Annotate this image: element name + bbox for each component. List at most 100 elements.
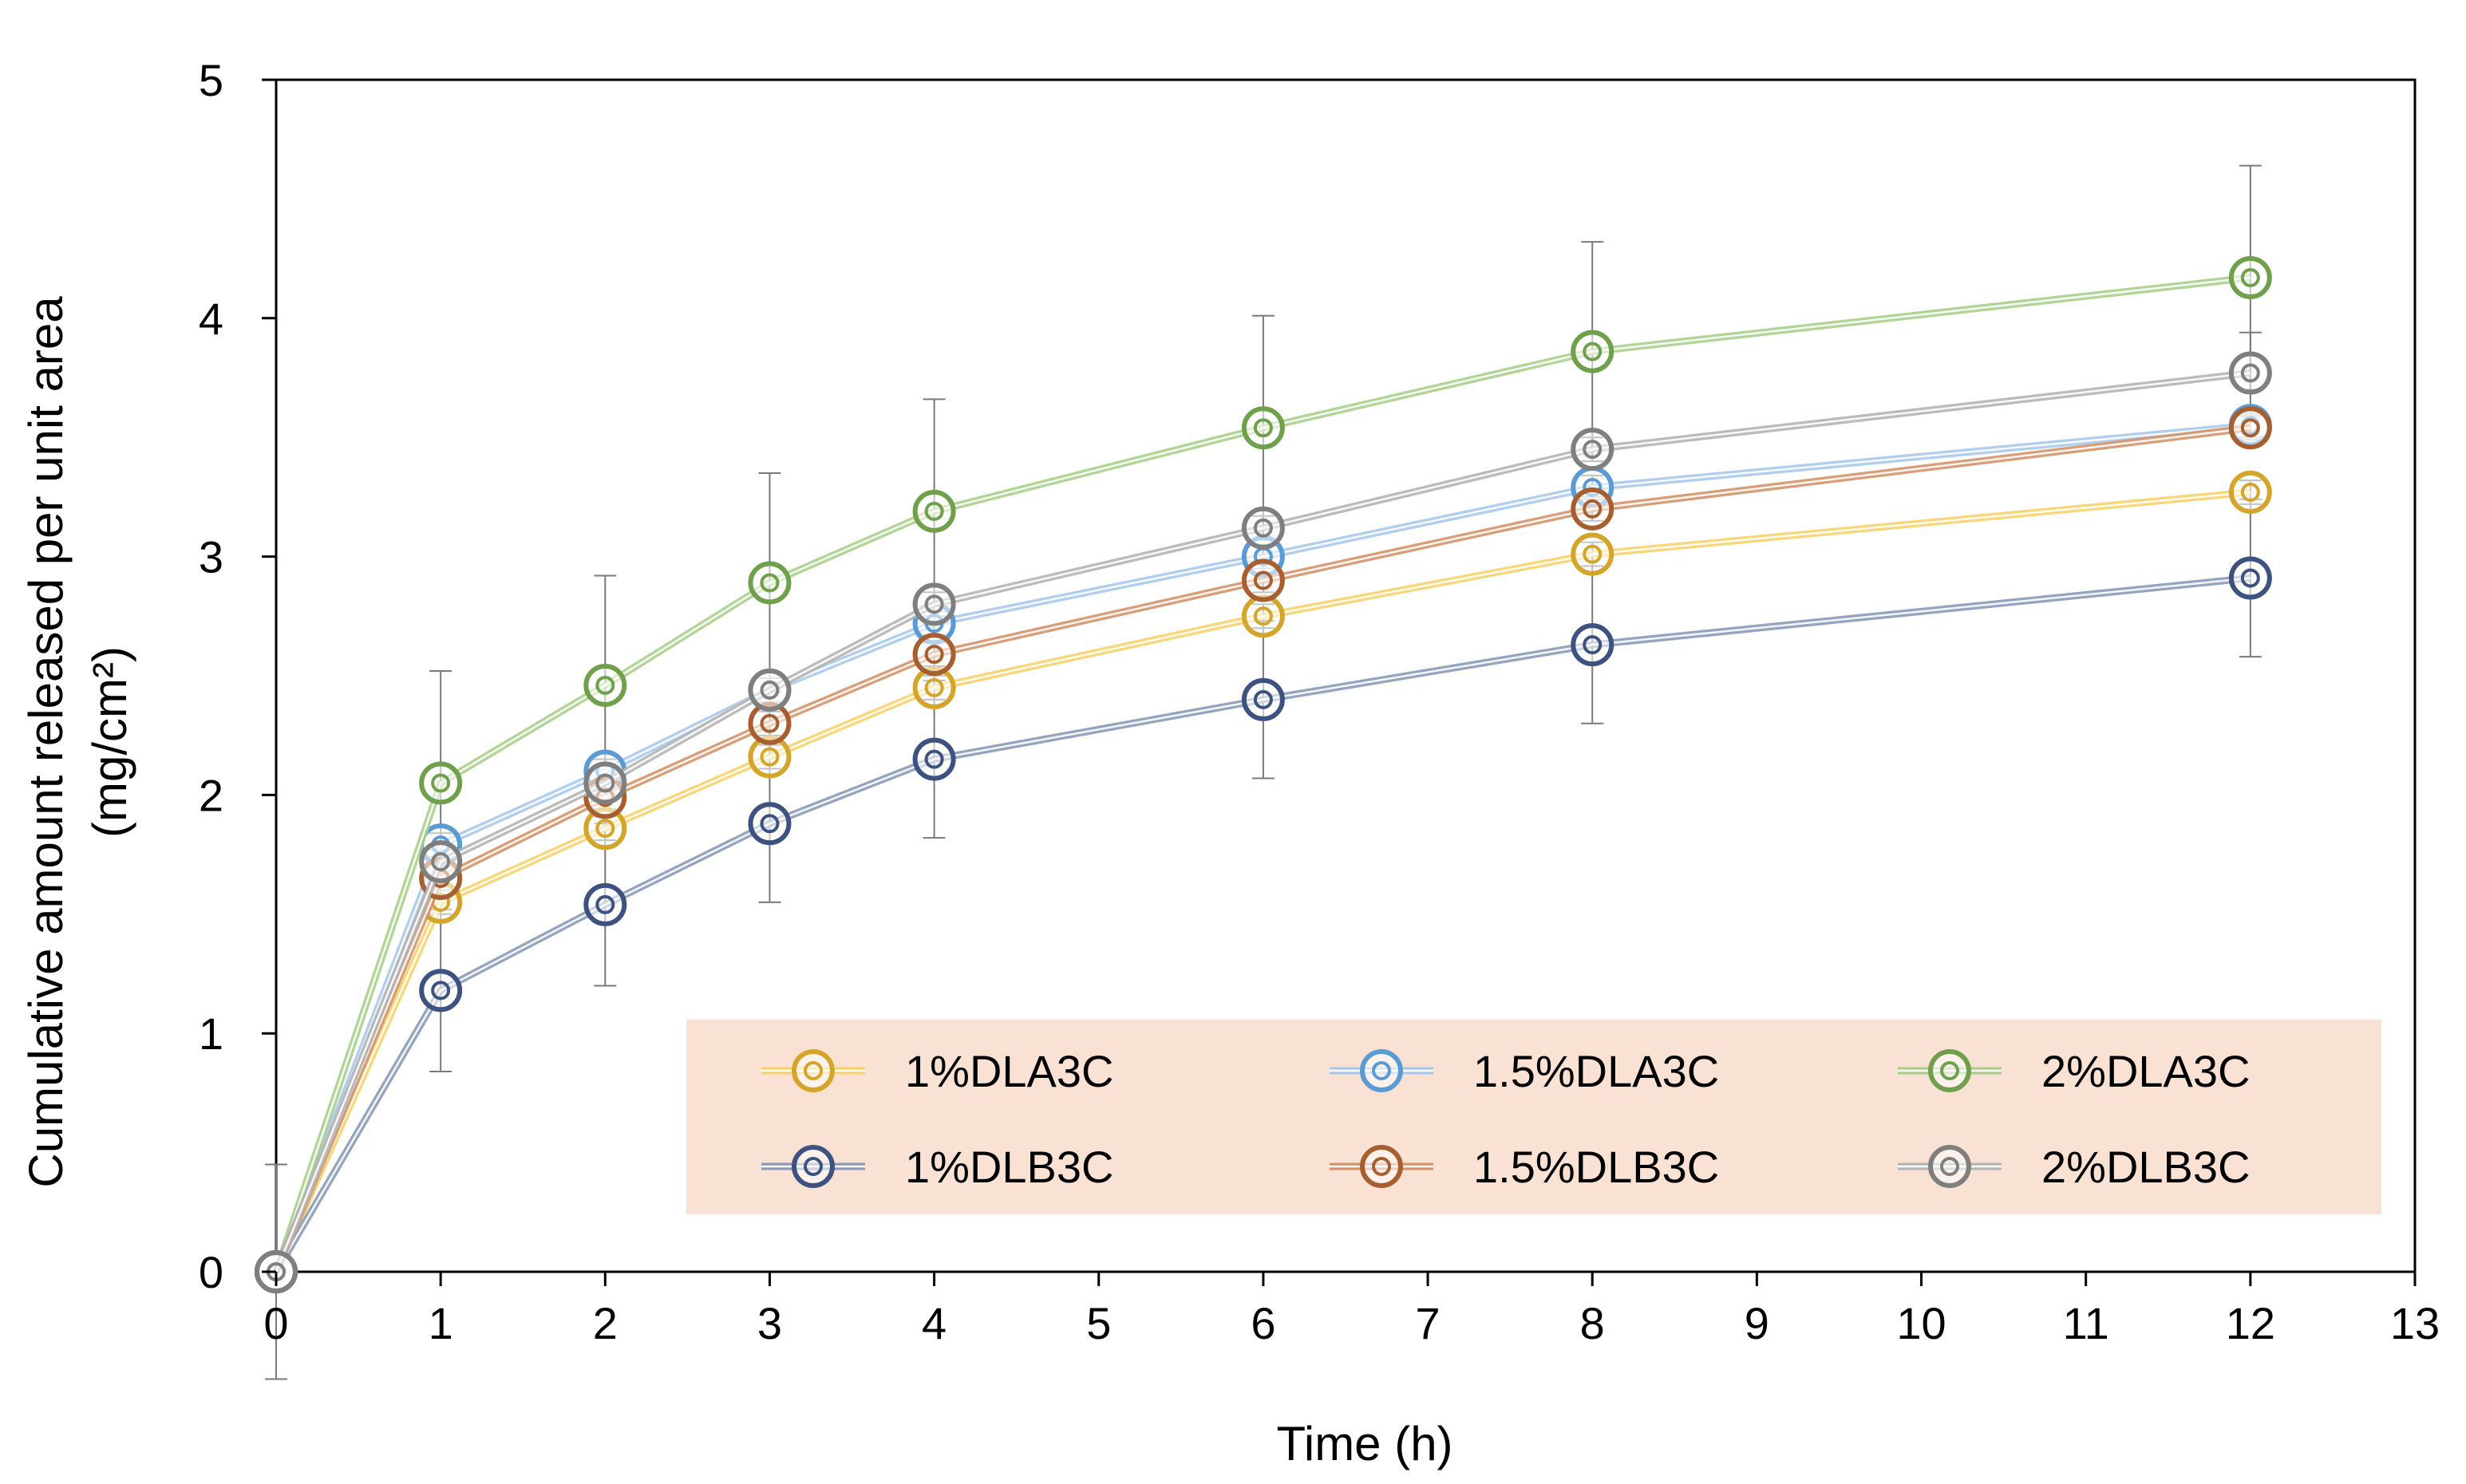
data-point-marker-inner <box>1583 341 1603 361</box>
y-tick-label: 3 <box>199 532 223 582</box>
legend-item: 1.5%DLA3C <box>1330 1046 1719 1096</box>
series-line-highlight <box>275 276 2251 1273</box>
data-point-marker <box>2228 556 2272 600</box>
data-point-marker <box>1571 623 1614 667</box>
data-point-marker-inner <box>760 747 780 767</box>
series-line-highlight <box>275 424 2251 1273</box>
y-tick-label: 4 <box>199 294 223 344</box>
data-point-marker-inner <box>1372 1157 1391 1176</box>
x-tick-label: 9 <box>1745 1298 1769 1348</box>
data-point-marker-inner <box>1583 544 1603 564</box>
data-point-marker-inner <box>924 749 944 769</box>
data-point-marker <box>2228 470 2272 514</box>
data-point-marker-inner <box>1253 418 1273 438</box>
data-point-marker-inner <box>760 680 780 700</box>
data-point-marker <box>792 1049 835 1092</box>
legend-label: 2%DLB3C <box>2041 1142 2250 1192</box>
x-axis-ticks: 0 1 2 3 4 5 6 7 8 9 10 11 12 13 <box>263 1272 2440 1348</box>
y-tick-label: 1 <box>199 1008 223 1059</box>
y-axis-title-line1: Cumulative amount released per unit area <box>19 296 73 1188</box>
legend-label: 1.5%DLA3C <box>1473 1046 1719 1096</box>
data-point-marker-inner <box>431 773 451 793</box>
data-point-marker-inner <box>1253 606 1273 626</box>
data-point-marker-inner <box>595 675 615 695</box>
data-point-marker <box>912 737 956 781</box>
data-point-marker-inner <box>1253 518 1273 538</box>
data-point-marker <box>1241 558 1285 602</box>
x-tick-label: 4 <box>922 1298 946 1348</box>
data-point-marker <box>419 969 463 1012</box>
data-point-marker-inner <box>431 981 451 1001</box>
y-axis-title-line2: (mg/cm²) <box>83 646 136 838</box>
x-tick-label: 5 <box>1086 1298 1111 1348</box>
y-axis-ticks: 0 1 2 3 4 5 <box>199 55 276 1297</box>
data-point-marker-inner <box>595 819 615 839</box>
y-tick-label: 5 <box>199 55 223 105</box>
data-point-marker-inner <box>2240 482 2260 502</box>
data-point-marker <box>419 840 463 884</box>
x-tick-label: 10 <box>1896 1298 1946 1348</box>
data-point-marker-inner <box>804 1157 823 1176</box>
x-axis-title: Time (h) <box>1276 1417 1452 1470</box>
data-point-marker <box>1241 406 1285 450</box>
series-2%DLB3C <box>255 351 2272 1293</box>
series-line-highlight <box>275 427 2251 1273</box>
x-tick-label: 12 <box>2226 1298 2275 1348</box>
y-tick-label: 0 <box>199 1247 223 1297</box>
data-point-marker <box>1241 677 1285 721</box>
legend-item: 1%DLA3C <box>761 1046 1113 1096</box>
legend-item: 2%DLB3C <box>1898 1142 2250 1192</box>
data-point-marker <box>1571 330 1614 373</box>
data-point-marker <box>1571 487 1614 531</box>
data-point-marker-inner <box>804 1061 823 1080</box>
data-point-marker-inner <box>1253 570 1273 590</box>
legend-item: 1%DLB3C <box>761 1142 1113 1192</box>
legend-item: 1.5%DLB3C <box>1330 1142 1719 1192</box>
data-point-marker <box>748 802 792 846</box>
data-point-marker <box>1928 1049 1971 1092</box>
legend-background <box>686 1020 2381 1214</box>
data-point-marker <box>912 582 956 626</box>
data-point-marker-inner <box>595 773 615 793</box>
data-point-marker <box>419 761 463 805</box>
series-line-highlight <box>275 372 2251 1273</box>
data-point-marker-inner <box>2240 268 2260 288</box>
data-point-marker-inner <box>1583 440 1603 460</box>
data-point-marker <box>2228 256 2272 300</box>
data-point-marker-inner <box>431 852 451 872</box>
legend: 1%DLA3C 1.5%DLA3C 2%DLA3C 1%DLB3C 1.5%DLB3C 2… <box>686 1020 2381 1214</box>
x-tick-label: 13 <box>2390 1298 2440 1348</box>
legend-item: 2%DLA3C <box>1898 1046 2250 1096</box>
legend-label: 1%DLA3C <box>905 1046 1113 1096</box>
data-point-marker <box>1241 594 1285 638</box>
data-point-marker <box>1360 1049 1403 1092</box>
series-line-highlight <box>275 577 2251 1273</box>
data-point-marker-inner <box>1940 1157 1959 1176</box>
data-point-marker-inner <box>924 501 944 521</box>
x-tick-label: 8 <box>1580 1298 1605 1348</box>
x-tick-label: 0 <box>263 1298 288 1348</box>
data-point-marker-inner <box>1372 1061 1391 1080</box>
data-point-marker <box>748 668 792 712</box>
legend-label: 2%DLA3C <box>2041 1046 2250 1096</box>
x-tick-label: 7 <box>1415 1298 1440 1348</box>
x-tick-label: 3 <box>757 1298 782 1348</box>
data-point-marker <box>748 561 792 605</box>
data-point-marker <box>1571 532 1614 576</box>
data-point-marker-inner <box>2240 363 2260 383</box>
legend-label: 1.5%DLB3C <box>1473 1142 1719 1192</box>
data-point-marker <box>1571 428 1614 472</box>
data-point-marker <box>912 489 956 533</box>
series-layer <box>255 256 2272 1293</box>
x-tick-label: 1 <box>429 1298 453 1348</box>
data-point-marker-inner <box>924 677 944 697</box>
series-line-highlight <box>275 491 2251 1273</box>
data-point-marker <box>2228 351 2272 395</box>
data-point-marker-inner <box>1940 1061 1959 1080</box>
legend-label: 1%DLB3C <box>905 1142 1113 1192</box>
data-point-marker-inner <box>924 594 944 614</box>
data-point-marker-inner <box>1253 689 1273 709</box>
data-point-marker <box>583 663 627 707</box>
data-point-marker-inner <box>924 645 944 665</box>
